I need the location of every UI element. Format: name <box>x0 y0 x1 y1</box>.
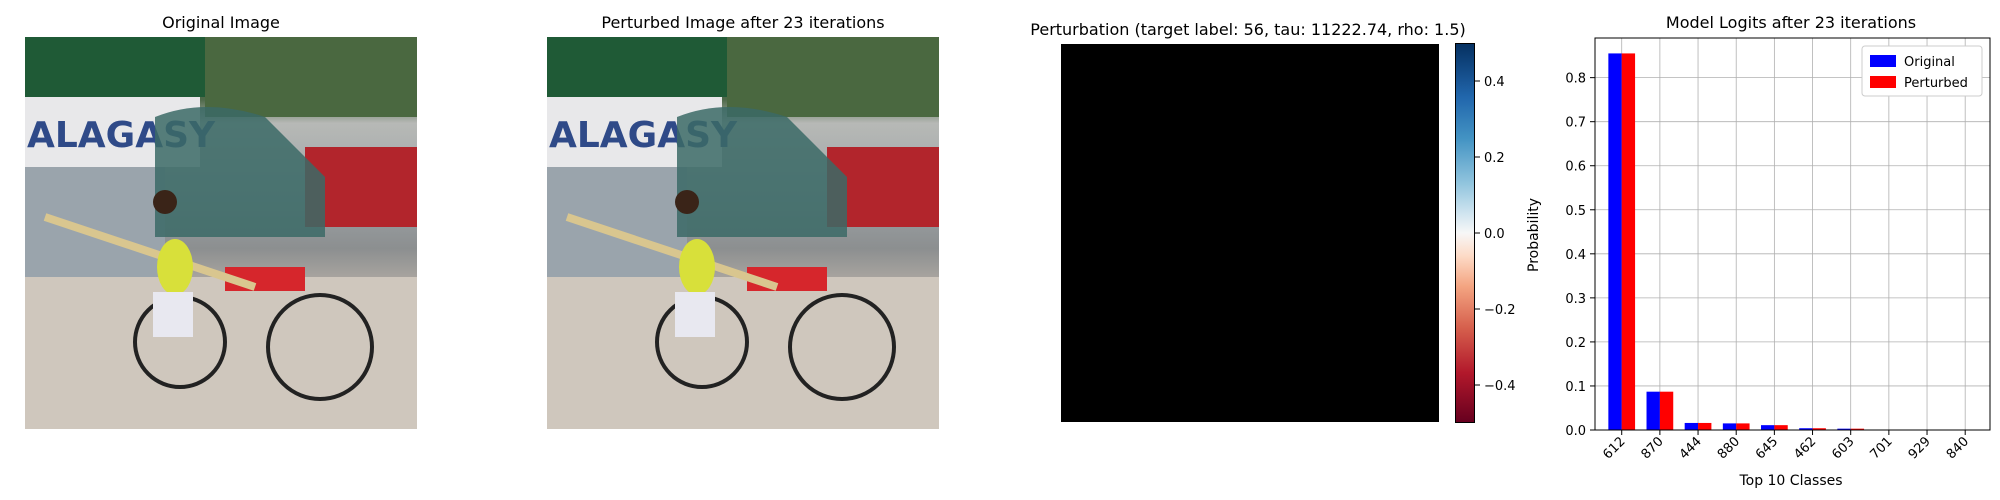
y-tick-label: 0.6 <box>1565 160 1586 175</box>
bar-perturbed <box>1659 391 1674 430</box>
x-axis-label: Top 10 Classes <box>1738 473 1842 489</box>
x-tick-label: 870 <box>1639 434 1667 462</box>
bar-original <box>1684 422 1699 430</box>
rickshaw-photo-drawing-perturbed: ALAGASY <box>547 37 939 429</box>
x-tick-label: 603 <box>1829 434 1857 462</box>
colorbar-tick-label: 0.4 <box>1484 75 1505 90</box>
bar-perturbed <box>1774 425 1788 430</box>
colorbar-axis: 0.4 0.2 0.0 −0.2 −0.4 <box>1475 75 1516 394</box>
bar-original <box>1722 423 1737 430</box>
x-tick-label: 444 <box>1677 434 1705 462</box>
colorbar-tick-label: 0.2 <box>1484 151 1505 166</box>
colorbar <box>1455 43 1475 423</box>
bar-perturbed <box>1850 428 1865 430</box>
bar-original <box>1646 391 1660 430</box>
y-tick-label: 0.1 <box>1565 380 1586 395</box>
perturbed-image-title: Perturbed Image after 23 iterations <box>601 13 885 32</box>
bar-original <box>1608 53 1622 430</box>
y-tick-label: 0.7 <box>1565 116 1586 131</box>
perturbed-image: ALAGASY <box>547 37 939 429</box>
x-tick-label: 701 <box>1868 434 1896 462</box>
x-tick-label: 929 <box>1906 434 1934 462</box>
y-tick-label: 0.3 <box>1565 292 1586 307</box>
perturbation-heatmap <box>1061 44 1439 422</box>
y-tick-label: 0.2 <box>1565 336 1586 351</box>
perturbation-title: Perturbation (target label: 56, tau: 112… <box>1030 20 1466 39</box>
bar-perturbed <box>1621 53 1636 430</box>
original-image-title: Original Image <box>162 13 280 32</box>
colorbar-tick-label: 0.0 <box>1484 227 1505 242</box>
x-tick-label: 645 <box>1753 434 1781 462</box>
x-tick-label: 462 <box>1791 434 1819 462</box>
y-tick-label: 0.5 <box>1565 204 1586 219</box>
colorbar-tick-label: −0.4 <box>1484 379 1516 394</box>
rickshaw-photo-drawing: ALAGASY <box>25 37 417 429</box>
legend-label: Perturbed <box>1904 76 1968 91</box>
bar-original <box>1837 428 1851 430</box>
bar-original <box>1761 425 1775 430</box>
x-tick-label: 612 <box>1600 434 1628 462</box>
logits-title: Model Logits after 23 iterations <box>1665 13 1917 32</box>
x-tick-label: 880 <box>1715 434 1743 462</box>
legend-label: Original <box>1904 55 1955 70</box>
y-tick-label: 0.0 <box>1565 424 1586 439</box>
legend-swatch <box>1870 55 1896 67</box>
y-tick-label: 0.8 <box>1565 72 1586 87</box>
bar-perturbed <box>1736 423 1750 430</box>
original-image: ALAGASY <box>25 37 417 429</box>
colorbar-tick-label: −0.2 <box>1484 303 1516 318</box>
y-axis-label: Probability <box>1526 198 1542 272</box>
x-tick-label: 840 <box>1944 434 1972 462</box>
bar-perturbed <box>1812 428 1826 430</box>
legend-swatch <box>1870 76 1896 88</box>
bar-original <box>1799 428 1813 430</box>
y-tick-label: 0.4 <box>1565 248 1586 263</box>
bar-perturbed <box>1698 422 1712 430</box>
logits-chart: Probability Top 10 Classes 0.0 0.1 0.2 0.3 0… <box>1526 37 1991 489</box>
plot-frame <box>1594 37 1991 431</box>
